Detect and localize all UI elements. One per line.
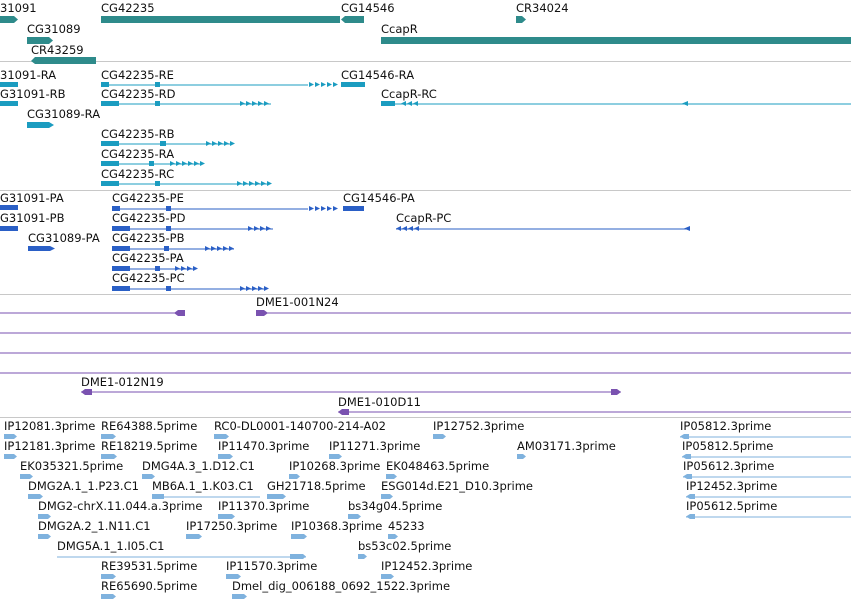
transcript-glyphs[interactable] bbox=[0, 82, 851, 186]
est-label[interactable]: 45233 bbox=[388, 519, 425, 533]
transcript-label[interactable]: CG42235-RA bbox=[101, 147, 175, 161]
est-label[interactable]: IP17250.3prime bbox=[186, 519, 278, 533]
transcript-label[interactable]: CG42235-RB bbox=[101, 127, 175, 141]
protein-label[interactable]: CG42235-PC bbox=[112, 271, 185, 285]
est-label[interactable]: MB6A.1_1.K03.C1 bbox=[152, 479, 254, 493]
clone-glyphs[interactable] bbox=[0, 310, 851, 415]
gene-label[interactable]: CcapR bbox=[381, 22, 418, 36]
clone-label[interactable]: DME1-010D11 bbox=[338, 395, 421, 409]
est-label[interactable]: IP10368.3prime bbox=[291, 519, 383, 533]
est-label[interactable]: IP12452.3prime bbox=[381, 559, 473, 573]
est-label[interactable]: RE65690.5prime bbox=[101, 579, 198, 593]
transcript-label[interactable]: CcapR-RC bbox=[381, 87, 437, 101]
gene-glyph bbox=[0, 16, 18, 23]
est-label[interactable]: bs53c02.5prime bbox=[358, 539, 452, 553]
est-label[interactable]: RE18219.5prime bbox=[101, 439, 198, 453]
est-label[interactable]: IP05812.3prime bbox=[680, 419, 772, 433]
gene-glyph bbox=[27, 37, 53, 44]
est-label[interactable]: IP05612.5prime bbox=[686, 499, 778, 513]
gene-glyphs[interactable] bbox=[0, 16, 851, 64]
track-separator bbox=[0, 294, 851, 295]
gene-label[interactable]: CR43259 bbox=[31, 43, 84, 57]
est-label[interactable]: IP12181.3prime bbox=[4, 439, 96, 453]
protein-label[interactable]: G31091-PB bbox=[0, 211, 65, 225]
protein-label[interactable]: G31091-PA bbox=[0, 191, 64, 205]
est-label[interactable]: IP11570.3prime bbox=[226, 559, 318, 573]
protein-label[interactable]: CG42235-PE bbox=[112, 191, 184, 205]
gene-label[interactable]: 31091 bbox=[0, 1, 37, 15]
gene-glyph bbox=[381, 37, 851, 44]
est-label[interactable]: AM03171.3prime bbox=[517, 439, 616, 453]
est-label[interactable]: IP11370.3prime bbox=[218, 499, 310, 513]
track-separator bbox=[0, 190, 851, 191]
est-label[interactable]: EK048463.5prime bbox=[386, 459, 490, 473]
protein-label[interactable]: CcapR-PC bbox=[396, 211, 452, 225]
est-label[interactable]: bs34g04.5prime bbox=[348, 499, 443, 513]
est-label[interactable]: IP11271.3prime bbox=[329, 439, 421, 453]
est-label[interactable]: IP12452.3prime bbox=[686, 479, 778, 493]
est-label[interactable]: DMG2A.2_1.N11.C1 bbox=[38, 519, 151, 533]
est-label[interactable]: DMG2-chrX.11.044.a.3prime bbox=[38, 499, 203, 513]
gene-label[interactable]: CG42235 bbox=[101, 1, 155, 15]
protein-label[interactable]: CG42235-PB bbox=[112, 231, 185, 245]
est-label[interactable]: DMG4A.3_1.D12.C1 bbox=[142, 459, 255, 473]
est-glyphs[interactable] bbox=[4, 434, 851, 599]
transcript-label[interactable]: 31091-RA bbox=[0, 68, 57, 82]
est-label[interactable]: DMG5A.1_1.I05.C1 bbox=[57, 539, 165, 553]
track-separator bbox=[0, 61, 851, 62]
est-label[interactable]: EK035321.5prime bbox=[20, 459, 124, 473]
gene-glyph bbox=[101, 16, 340, 23]
est-label[interactable]: IP05812.5prime bbox=[682, 439, 774, 453]
est-label[interactable]: RC0-DL0001-140700-214-A02 bbox=[214, 419, 386, 433]
gene-glyph bbox=[341, 16, 364, 23]
protein-label[interactable]: CG42235-PA bbox=[112, 251, 184, 265]
gene-label[interactable]: CR34024 bbox=[516, 1, 569, 15]
transcript-label[interactable]: CG14546-RA bbox=[341, 68, 415, 82]
est-label[interactable]: IP11470.3prime bbox=[218, 439, 310, 453]
est-label[interactable]: GH21718.5prime bbox=[267, 479, 366, 493]
protein-label[interactable]: CG42235-PD bbox=[112, 211, 186, 225]
gene-label[interactable]: CG31089 bbox=[27, 22, 81, 36]
est-label[interactable]: IP12752.3prime bbox=[433, 419, 525, 433]
est-label[interactable]: IP10268.3prime bbox=[289, 459, 381, 473]
gene-glyph bbox=[516, 16, 526, 23]
est-label[interactable]: DMG2A.1_1.P23.C1 bbox=[28, 479, 139, 493]
est-label[interactable]: IP05612.3prime bbox=[683, 459, 775, 473]
est-label[interactable]: RE64388.5prime bbox=[101, 419, 198, 433]
protein-glyphs[interactable] bbox=[0, 205, 690, 291]
est-label[interactable]: Dmel_dig_006188_0692_1522.3prime bbox=[232, 579, 451, 593]
protein-label[interactable]: CG14546-PA bbox=[343, 191, 415, 205]
track-separator bbox=[0, 417, 851, 418]
transcript-label[interactable]: G31091-RB bbox=[0, 87, 66, 101]
transcript-label[interactable]: CG42235-RD bbox=[101, 87, 176, 101]
protein-label[interactable]: CG31089-PA bbox=[28, 231, 100, 245]
est-label[interactable]: ESG014d.E21_D10.3prime bbox=[381, 479, 533, 493]
est-label[interactable]: IP12081.3prime bbox=[4, 419, 96, 433]
transcript-label[interactable]: CG31089-RA bbox=[27, 107, 101, 121]
transcript-label[interactable]: CG42235-RE bbox=[101, 68, 174, 82]
gene-glyph bbox=[31, 57, 96, 64]
transcript-label[interactable]: CG42235-RC bbox=[101, 167, 175, 181]
clone-label[interactable]: DME1-012N19 bbox=[81, 375, 164, 389]
gene-label[interactable]: CG14546 bbox=[341, 1, 395, 15]
clone-label[interactable]: DME1-001N24 bbox=[256, 295, 339, 309]
est-label[interactable]: RE39531.5prime bbox=[101, 559, 198, 573]
